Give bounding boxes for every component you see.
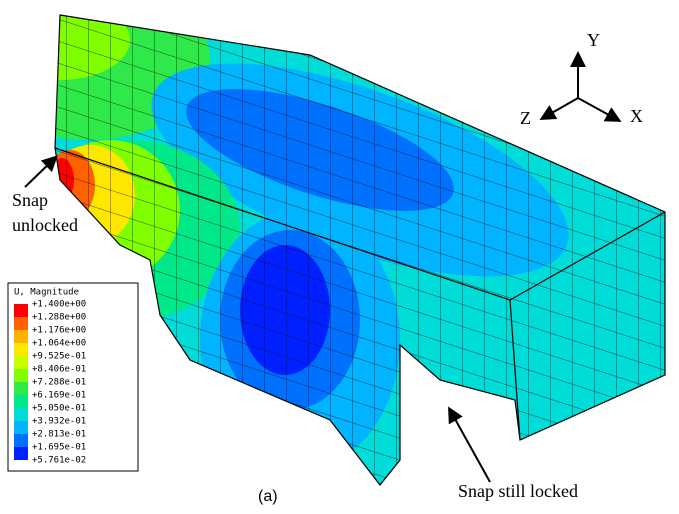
caption: (a) <box>258 488 278 505</box>
legend-swatch <box>14 369 28 382</box>
triad-z: Z <box>520 108 531 128</box>
legend: U, Magnitude +1.400e+00 +1.288e+00 +1.176e… <box>8 283 138 471</box>
annotation: unlocked <box>12 215 78 235</box>
legend-swatch <box>14 330 28 343</box>
legend-label: +1.695e-01 <box>32 443 86 453</box>
legend-label: +8.406e-01 <box>32 365 86 375</box>
legend-swatch <box>14 317 28 330</box>
legend-swatch <box>14 408 28 421</box>
legend-label: +1.288e+00 <box>32 313 86 323</box>
annotation: Snap still locked <box>458 481 578 501</box>
triad-y: Y <box>587 30 600 50</box>
legend-swatch <box>14 343 28 356</box>
legend-label: +2.813e-01 <box>32 430 86 440</box>
legend-label: +7.288e-01 <box>32 378 86 388</box>
figure: Y Z X Snap unlocked Snap still locked (a… <box>0 0 679 514</box>
arrow <box>25 158 55 187</box>
legend-swatch <box>14 382 28 395</box>
legend-label: +9.525e-01 <box>32 352 86 362</box>
legend-label: +5.050e-01 <box>32 404 86 414</box>
legend-label: +1.400e+00 <box>32 300 86 310</box>
legend-swatch <box>14 304 28 317</box>
legend-swatch <box>14 447 28 460</box>
legend-label: +3.932e-01 <box>32 417 86 427</box>
legend-swatch <box>14 356 28 369</box>
arrow <box>450 410 490 482</box>
legend-label: +6.169e-01 <box>32 391 86 401</box>
triad-x: X <box>630 106 643 126</box>
triad <box>543 55 618 120</box>
legend-label: +1.176e+00 <box>32 326 86 336</box>
legend-label: +1.064e+00 <box>32 339 86 349</box>
annotation: Snap <box>12 190 48 210</box>
legend-label: +5.761e-02 <box>32 456 86 466</box>
legend-swatch <box>14 421 28 434</box>
legend-swatch <box>14 434 28 447</box>
legend-title: U, Magnitude <box>14 288 79 298</box>
legend-swatch <box>14 395 28 408</box>
